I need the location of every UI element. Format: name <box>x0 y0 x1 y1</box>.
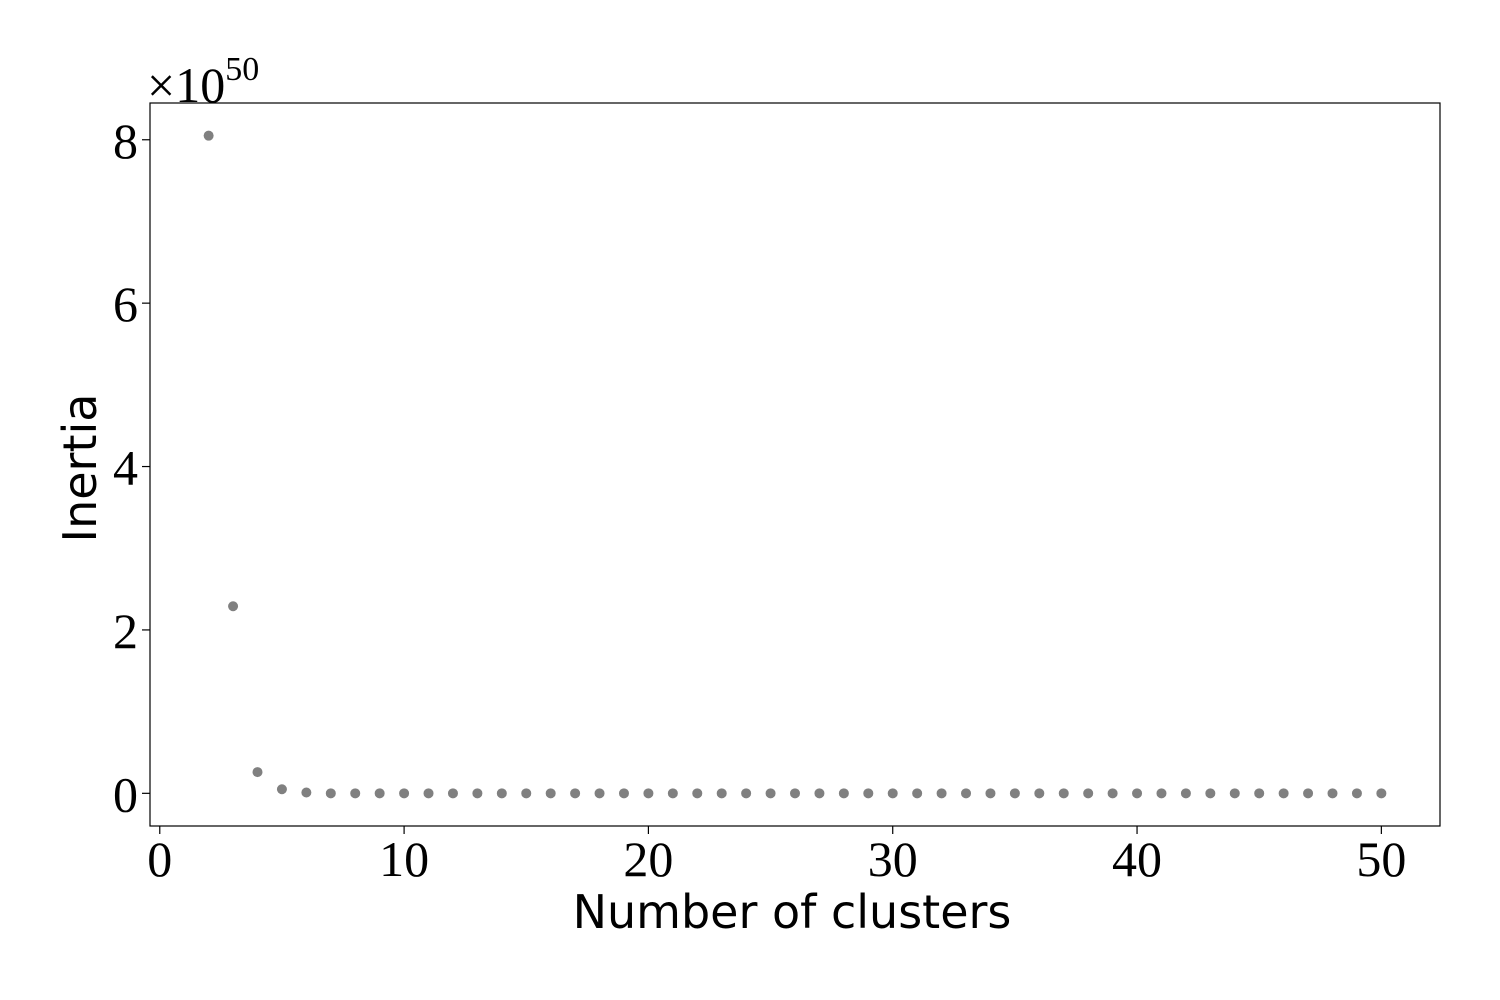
point <box>472 788 483 799</box>
point <box>203 130 214 141</box>
plot-frame <box>149 102 1441 827</box>
x-tick-label: 40 <box>1112 831 1162 887</box>
point <box>545 788 556 799</box>
point <box>325 788 336 799</box>
point <box>1083 788 1094 799</box>
point <box>350 788 361 799</box>
point <box>570 788 581 799</box>
point <box>961 788 972 799</box>
point <box>643 788 654 799</box>
x-tick-label: 20 <box>623 831 673 887</box>
point <box>496 788 507 799</box>
point <box>1132 788 1143 799</box>
x-tick-label: 30 <box>868 831 918 887</box>
point <box>790 788 800 799</box>
point <box>276 784 287 795</box>
point <box>692 788 703 799</box>
point <box>814 788 825 799</box>
y-tick-label: 4 <box>113 440 138 496</box>
y-tick-label: 0 <box>113 766 138 822</box>
y-tick-label: 8 <box>113 113 138 169</box>
point <box>521 788 532 799</box>
x-axis-label: Number of clusters <box>573 885 1012 939</box>
point <box>1254 788 1265 799</box>
point <box>1034 788 1045 799</box>
y-axis-label: Inertia <box>53 394 107 543</box>
point <box>838 788 849 799</box>
point <box>1229 788 1240 799</box>
point <box>301 787 312 798</box>
point <box>1303 788 1314 799</box>
point <box>1327 788 1338 799</box>
point <box>1009 788 1020 799</box>
point <box>1376 788 1387 799</box>
point <box>1156 788 1167 799</box>
x-tick-label: 10 <box>379 831 429 887</box>
y-tick-label: 6 <box>113 276 138 332</box>
point <box>936 788 947 799</box>
point <box>1205 788 1216 799</box>
point <box>618 788 629 799</box>
y-offset-base: ×10 <box>147 57 225 113</box>
point <box>863 788 874 799</box>
y-offset-exponent: 50 <box>225 51 259 88</box>
point <box>985 788 996 799</box>
point <box>252 767 263 778</box>
point <box>423 788 434 799</box>
point <box>667 788 678 799</box>
point <box>1058 788 1069 799</box>
y-offset: ×1050 <box>147 51 259 113</box>
point <box>399 788 410 799</box>
point <box>228 601 239 612</box>
point <box>741 788 752 799</box>
point <box>594 788 605 799</box>
point <box>1107 788 1118 799</box>
point <box>1278 788 1289 799</box>
point <box>447 788 458 799</box>
point <box>912 788 923 799</box>
point <box>716 788 727 799</box>
point <box>374 788 385 799</box>
x-tick-label: 50 <box>1356 831 1406 887</box>
y-tick-label: 2 <box>113 603 138 659</box>
x-tick-label: 0 <box>147 831 172 887</box>
point <box>765 788 776 799</box>
point <box>887 788 898 799</box>
point <box>1351 788 1362 799</box>
point <box>1180 788 1191 799</box>
